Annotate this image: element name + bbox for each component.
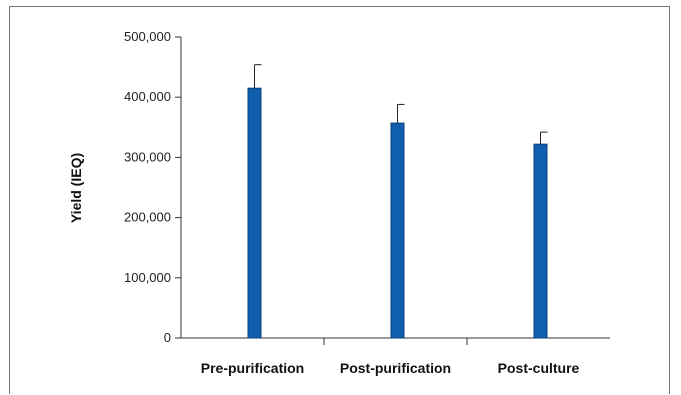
bar <box>247 87 262 339</box>
chart-frame <box>9 6 670 394</box>
y-tick-label: 200,000 <box>124 210 171 225</box>
y-axis-title: Yield (IEQ) <box>68 153 84 223</box>
bar <box>533 143 548 339</box>
y-tick-label: 0 <box>164 330 171 345</box>
bars <box>247 87 548 339</box>
y-ticks: 0 100,000 200,000 300,000 400,000 500,000 <box>124 29 181 345</box>
error-bars <box>254 64 548 145</box>
y-tick-label: 400,000 <box>124 89 171 104</box>
x-tick-label: Post-culture <box>498 360 580 376</box>
x-tick-label: Pre-purification <box>201 360 304 376</box>
y-tick-label: 100,000 <box>124 270 171 285</box>
y-tick-label: 300,000 <box>124 149 171 164</box>
y-tick-label: 500,000 <box>124 29 171 44</box>
bar <box>390 122 405 339</box>
x-tick-label: Post-purification <box>340 360 451 376</box>
x-tick-labels: Pre-purification Post-purification Post-cu… <box>201 360 580 376</box>
